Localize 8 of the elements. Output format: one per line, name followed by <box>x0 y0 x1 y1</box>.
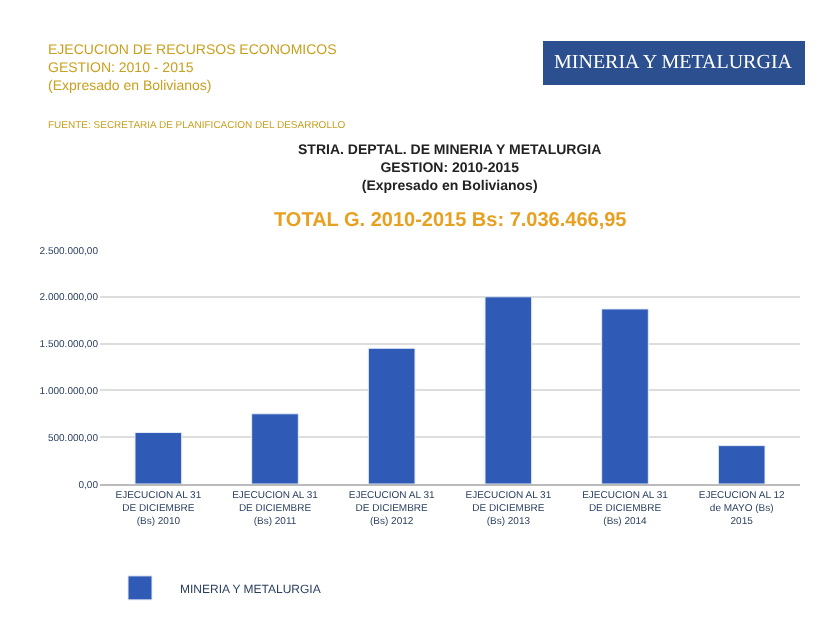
bar <box>367 347 416 484</box>
text: MINERIA Y METALURGIA <box>554 52 794 74</box>
bar <box>601 308 649 484</box>
bar <box>251 413 299 484</box>
bar <box>134 432 183 484</box>
text: TOTAL G. 2010-2015 Bs: 7.036.466,95 <box>274 210 628 232</box>
bar <box>484 296 533 484</box>
bar <box>717 445 766 484</box>
